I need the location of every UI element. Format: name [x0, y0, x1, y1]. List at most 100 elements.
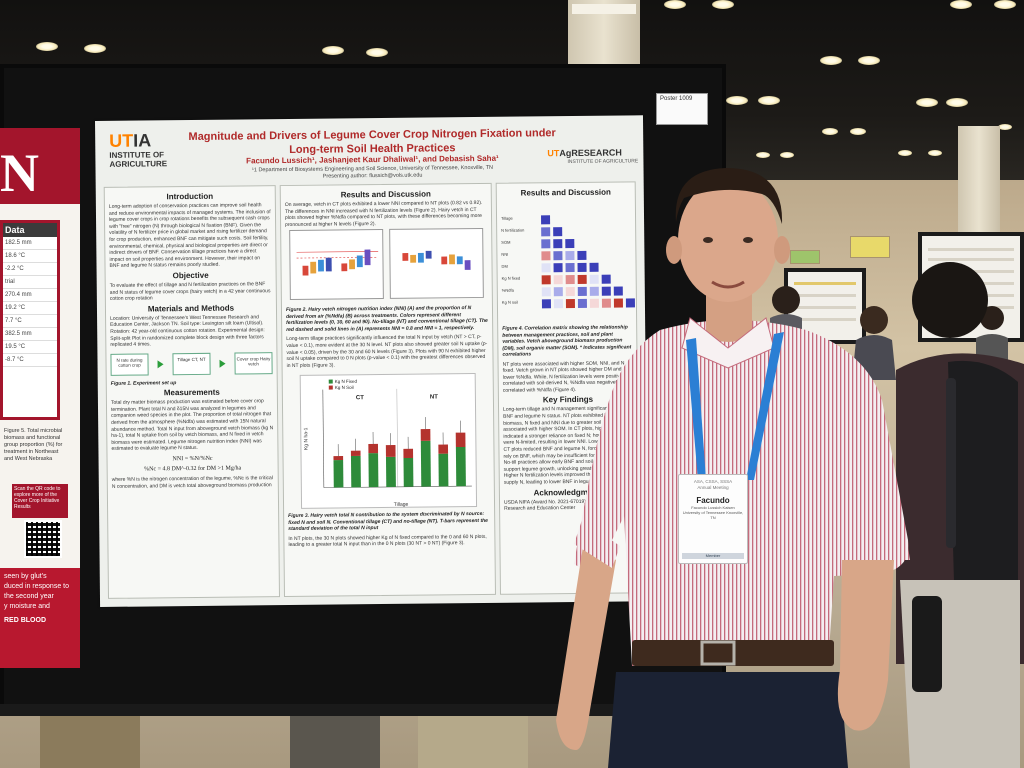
methods-text: Location: University of Tennessee's West… — [110, 314, 265, 348]
bar-segment — [455, 447, 466, 487]
bar-segment — [438, 444, 449, 455]
matrix-cell — [541, 227, 551, 237]
qr-callout: Scan the QR code to explore more of the … — [12, 484, 68, 518]
matrix-cell — [565, 262, 575, 273]
matrix-cell — [553, 287, 563, 297]
group-label: NT — [430, 395, 438, 401]
legend-label: Kg N Soil — [335, 385, 354, 390]
adjacent-poster-header: N — [0, 128, 80, 204]
matrix-cell — [601, 298, 611, 308]
matrix-row-label: NNI — [501, 251, 509, 257]
logo-ag-text: AgRESEARCH — [559, 147, 622, 159]
matrix-cell — [565, 298, 575, 309]
badge-affiliation: Facundo Lussich Kaisen University of Ten… — [682, 505, 744, 520]
nni-formula: NNI = %N/%Nc — [172, 455, 213, 463]
bar-segment — [403, 458, 414, 488]
data-row: trial — [3, 276, 57, 289]
agresearch-logo-subtitle: INSTITUTE OF AGRICULTURE — [567, 158, 639, 166]
arrow-right-icon — [157, 359, 164, 369]
intro-text: Long-term adoption of conservation pract… — [108, 202, 271, 270]
matrix-cell — [613, 286, 623, 296]
objective-text: To evaluate the effect of tillage and N … — [109, 281, 271, 302]
wall-panel — [790, 250, 820, 264]
legend-label: Kg N Fixed — [335, 379, 358, 384]
wall-panel — [850, 236, 890, 258]
y-axis-label: Kg N ha-1 — [303, 428, 309, 451]
measurements-heading: Measurements — [163, 387, 220, 398]
matrix-cell — [565, 274, 575, 285]
poster-affiliation: ¹1 Department of Biosystems Engineering … — [187, 164, 557, 182]
flow-step: N rate during cotton crop — [110, 353, 149, 376]
footer-line: duced in response to — [4, 583, 69, 590]
correlation-matrix: Tillage N fertilization SOM NNI DM Kg N fixed… — [501, 200, 642, 321]
x-axis-label: Tillage — [394, 502, 409, 508]
results-text-3: In NT plots, the 30 N plots showed highe… — [288, 533, 487, 549]
utia-logo: UTIA — [109, 130, 151, 151]
matrix-cell — [565, 250, 575, 261]
matrix-cell — [577, 250, 587, 260]
data-row: -8.7 °C — [3, 354, 57, 367]
logo-ia-text: IA — [133, 130, 152, 151]
utia-logo-subtitle: INSTITUTE OF AGRICULTURE — [109, 150, 167, 169]
nebraska-logo: N — [0, 143, 39, 203]
bar-segment — [420, 429, 431, 442]
results-text: On average, vetch in CT plots exhibited … — [284, 199, 483, 228]
bar-segment — [368, 453, 379, 488]
measurements-text: Total dry matter biomass production was … — [110, 398, 274, 453]
findings-text: Long-term tillage and N management signi… — [503, 405, 634, 486]
bar-segment — [455, 432, 466, 448]
matrix-cell — [541, 239, 551, 249]
matrix-cell — [553, 275, 563, 285]
booth-number-tag: Poster 1009 — [656, 93, 708, 125]
findings-heading: Key Findings — [542, 395, 594, 405]
footer-line: the second year — [4, 593, 54, 600]
badge-event-line: ASA, CSSA, SSSA — [693, 479, 733, 484]
critical-n-formula: %Nc = 4.8 DM^-0.32 for DM >1 Mg/ha — [144, 465, 242, 473]
matrix-cell — [625, 298, 635, 308]
figure-4-caption: Figure 4. Correlation matrix showing the… — [502, 324, 632, 358]
objective-heading: Objective — [172, 270, 209, 281]
experiment-flow: N rate during cotton crop Tillage CT, NT… — [110, 351, 273, 376]
bar-segment — [368, 444, 379, 454]
correlation-text: NT plots were associated with higher SOM… — [502, 359, 627, 394]
adjacent-poster-footer: seen by glut's duced in response to the … — [0, 568, 80, 668]
results-text-2: Long-term tillage practices significantl… — [286, 334, 488, 369]
bar-segment — [333, 456, 344, 461]
matrix-cell — [553, 299, 563, 309]
matrix-cell — [553, 251, 563, 261]
qr-code — [24, 520, 62, 558]
matrix-cell — [577, 286, 587, 296]
figure-3-caption: Figure 3. Hairy vetch total N contributi… — [288, 511, 488, 533]
matrix-row-label: SOM — [501, 239, 511, 245]
badge-event-line: Annual Meeting — [697, 484, 729, 490]
poster-header: UTIA INSTITUTE OF AGRICULTURE Magnitude … — [95, 115, 644, 191]
intro-heading: Introduction — [166, 191, 214, 202]
matrix-cell — [577, 298, 587, 308]
badge-name: Facundo — [696, 496, 730, 505]
matrix-cell — [553, 227, 563, 237]
logo-line: AGRICULTURE — [109, 159, 168, 169]
footer-line: RED BLOOD — [4, 617, 46, 624]
adjacent-poster: N Data 182.5 mm 18.6 °C -2.2 °C trial 27… — [0, 128, 80, 668]
pillar-sign — [572, 4, 636, 14]
bar-segment — [385, 457, 396, 488]
acknowledgments-heading: Acknowledgments — [533, 487, 605, 498]
matrix-cell — [589, 262, 599, 272]
data-row: 18.6 °C — [3, 250, 57, 263]
bar-segment — [438, 453, 449, 487]
matrix-cell — [577, 262, 587, 272]
figure-1-caption: Figure 1. Experiment set up — [110, 379, 177, 387]
data-row: 19.5 °C — [3, 341, 57, 354]
ndfa-boxplot — [389, 228, 485, 300]
matrix-row-label: DM — [501, 263, 508, 269]
board-stand — [0, 704, 726, 716]
results-heading-2: Results and Discussion — [520, 187, 611, 198]
flow-step: Cover crop Hairy vetch — [234, 351, 273, 375]
matrix-row-label: N fertilization — [501, 227, 525, 233]
agresearch-logo: UTAgRESEARCH — [547, 147, 622, 159]
bar-segment — [403, 449, 414, 459]
matrix-cell — [601, 286, 611, 296]
matrix-row-label: Tillage — [501, 215, 513, 221]
bar-segment — [350, 450, 361, 457]
matrix-cell — [589, 274, 599, 284]
